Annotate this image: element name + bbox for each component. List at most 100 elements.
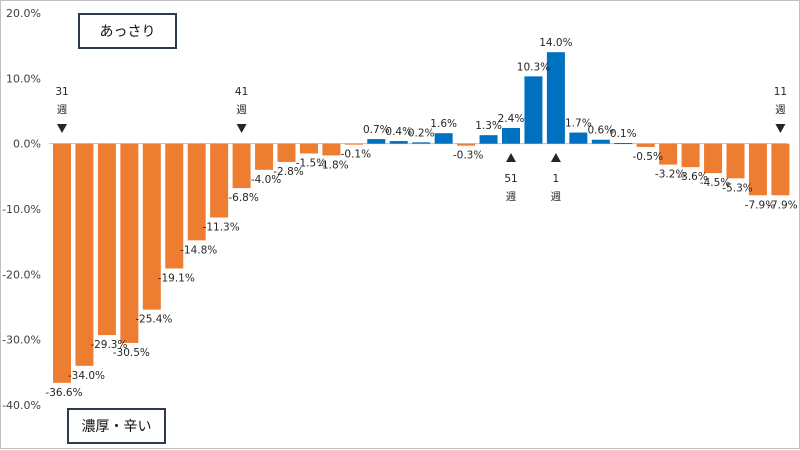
week-number: 31 [55, 86, 68, 98]
data-label: -3.2% [655, 169, 685, 181]
data-label: -29.3% [90, 339, 127, 351]
bar [255, 143, 274, 170]
data-label: -25.4% [135, 314, 172, 326]
marker-triangle-icon [550, 153, 561, 162]
data-label: 0.6% [587, 125, 614, 137]
data-label: -2.8% [273, 166, 303, 178]
week-number: 1 [553, 173, 560, 185]
bar [546, 52, 565, 144]
bar [165, 143, 184, 269]
y-tick-label: 0.0% [13, 138, 41, 151]
week-unit: 週 [506, 191, 517, 203]
data-label: 2.4% [498, 113, 525, 125]
data-label: -0.5% [632, 151, 662, 163]
marker-triangle-icon [775, 124, 786, 133]
data-label: 0.2% [408, 127, 435, 139]
data-label: -1.5% [296, 157, 326, 169]
bar [457, 143, 476, 146]
week-unit: 週 [551, 191, 562, 203]
bar [704, 143, 723, 174]
week-number: 11 [774, 86, 787, 98]
data-label: -7.9% [745, 199, 775, 211]
bar [97, 143, 116, 336]
data-label: -11.3% [203, 221, 240, 233]
bar [591, 139, 610, 144]
bar [344, 143, 363, 145]
data-label: -36.6% [45, 387, 82, 399]
week-unit: 週 [775, 104, 786, 116]
legend-label-light: あっさり [78, 13, 177, 49]
data-label: -4.0% [251, 174, 281, 186]
y-tick-label: -20.0% [2, 268, 41, 281]
week-number: 41 [235, 86, 248, 98]
data-label: -14.8% [180, 244, 217, 256]
week-unit: 週 [57, 104, 68, 116]
data-label: 1.7% [565, 118, 592, 130]
bar [232, 143, 251, 189]
bar [187, 143, 206, 241]
data-label: -5.3% [722, 182, 752, 194]
data-label: -30.5% [113, 347, 150, 359]
bar [210, 143, 229, 218]
bar [412, 142, 431, 144]
marker-triangle-icon [236, 124, 247, 133]
bar [277, 143, 296, 162]
bar [367, 139, 386, 144]
data-label: -34.0% [68, 370, 105, 382]
bar [614, 143, 633, 145]
bar [142, 143, 161, 310]
bars [53, 52, 790, 383]
y-tick-label: -30.0% [2, 334, 41, 347]
bar [771, 143, 790, 196]
data-label: -19.1% [158, 272, 195, 284]
legend-label-rich-spicy: 濃厚・辛い [67, 408, 166, 444]
data-labels: -36.6% -34.0% -29.3%-30.5% -25.4% -19.1% -14.… [45, 37, 797, 399]
bar [524, 76, 543, 144]
bar [434, 133, 453, 144]
bar [659, 143, 678, 165]
week-unit: 週 [236, 104, 247, 116]
bar [681, 143, 700, 168]
data-label: -0.3% [453, 150, 483, 162]
data-label: -0.1% [341, 148, 371, 160]
week-marker: 31 週 [55, 86, 69, 133]
week-marker: 51 週 [504, 153, 518, 203]
y-tick-label: -40.0% [2, 399, 41, 412]
week-marker: 1週 [551, 153, 562, 203]
bar [726, 143, 745, 179]
bar [75, 143, 94, 366]
bar [120, 143, 139, 343]
y-tick-label: -10.0% [2, 203, 41, 216]
data-label: -7.9% [767, 199, 797, 211]
week-number: 51 [504, 173, 517, 185]
marker-triangle-icon [57, 124, 67, 133]
data-label: -3.6% [677, 171, 707, 183]
bar [502, 127, 520, 144]
bar [748, 143, 767, 196]
bar [322, 143, 341, 156]
data-label: -6.8% [228, 192, 258, 204]
data-label: -4.5% [700, 177, 730, 189]
data-label: 0.7% [363, 124, 390, 136]
bar [53, 143, 71, 383]
data-label: 0.1% [610, 128, 637, 140]
y-tick-label: 10.0% [6, 72, 41, 85]
bar [569, 132, 588, 144]
data-label: 14.0% [539, 37, 572, 49]
data-label: 0.4% [385, 126, 412, 138]
bar [636, 143, 655, 147]
data-label: -1.8% [318, 159, 348, 171]
data-label: 1.6% [430, 118, 457, 130]
week-marker: 41 週 [235, 86, 248, 133]
bar [299, 143, 318, 154]
bar [479, 135, 498, 144]
week-marker: 11 週 [774, 86, 787, 133]
bar [389, 141, 408, 144]
marker-triangle-icon [506, 153, 516, 162]
data-label: 1.3% [475, 120, 502, 132]
data-label: 10.3% [517, 61, 550, 73]
y-tick-label: 20.0% [6, 7, 41, 20]
